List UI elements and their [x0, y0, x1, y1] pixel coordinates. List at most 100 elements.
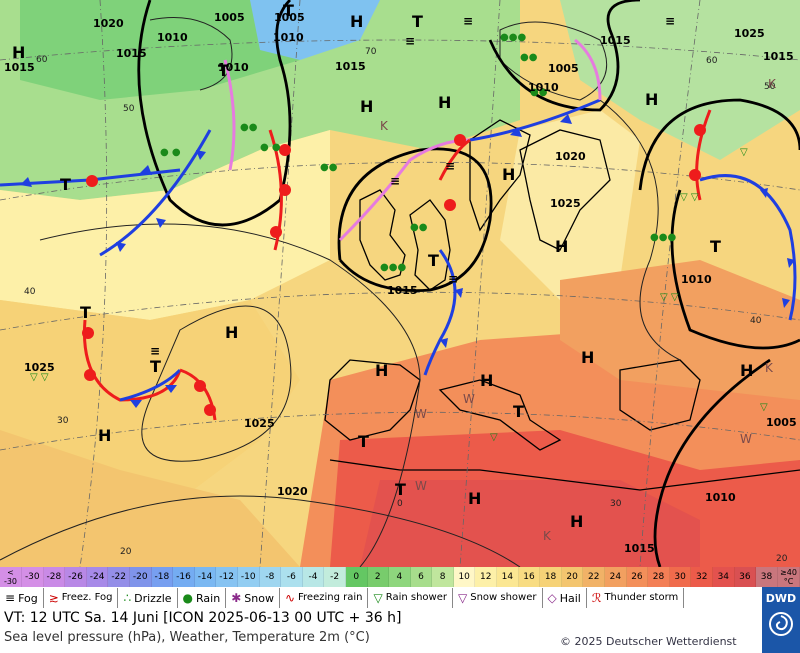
legend-label: Snow shower — [470, 592, 537, 603]
pressure-label: 1005 — [548, 62, 579, 75]
legend-item: ≳ Freez. Fog — [44, 588, 119, 608]
scale-cells: -30 -28 -26 -24 -22 -20 -18 -16 -14 -12 -10 -8 -6 -4-… — [22, 567, 778, 587]
svg-text:50: 50 — [123, 104, 135, 114]
scale-cell: 36 — [734, 567, 757, 587]
pressure-label: 1020 — [277, 485, 308, 498]
legend-item: ∴ Drizzle — [118, 588, 178, 608]
valid-time: VT: 12 UTC Sa. 14 Juni [ICON 2025-06-13 … — [4, 610, 402, 626]
weather-letters: W W W W K K K K — [380, 77, 777, 543]
high-marker: H — [98, 426, 111, 445]
low-marker: T — [428, 251, 439, 270]
high-marker: H — [375, 361, 388, 380]
svg-text:≡: ≡ — [665, 14, 675, 28]
scale-cell: -20 — [129, 567, 152, 587]
high-marker: H — [468, 489, 481, 508]
svg-text:≡: ≡ — [463, 14, 473, 28]
legend-item: ✱ Snow — [226, 588, 280, 608]
scale-cell: 0 — [345, 567, 368, 587]
pressure-labels: 1020 1005 1005 1010 1010 1015 1015 1010 … — [4, 11, 797, 555]
svg-text:≡: ≡ — [150, 344, 160, 358]
scale-cell: 24 — [605, 567, 627, 587]
legend-item: ≡ Fog — [0, 588, 44, 608]
scale-cell: 30 — [669, 567, 692, 587]
pressure-label: 1010 — [157, 31, 188, 44]
svg-text:60: 60 — [706, 56, 718, 66]
pressure-label: 1005 — [766, 416, 797, 429]
scale-cell: 22 — [583, 567, 606, 587]
pressure-label: 1010 — [218, 61, 249, 74]
high-marker: H — [555, 237, 568, 256]
svg-text:20: 20 — [120, 547, 132, 557]
legend-item: ● Rain — [178, 588, 227, 608]
high-marker: H — [480, 371, 493, 390]
scale-cell: 16 — [518, 567, 541, 587]
scale-cell: 38 — [756, 567, 778, 587]
high-marker: H — [360, 97, 373, 116]
scale-cell: 12 — [475, 567, 498, 587]
svg-text:● ●: ● ● — [260, 142, 281, 153]
scale-cell: -10 — [237, 567, 260, 587]
scale-cell: -22 — [108, 567, 130, 587]
svg-text:40: 40 — [24, 287, 36, 297]
low-marker: T — [358, 432, 369, 451]
pressure-label: 1010 — [705, 491, 736, 504]
legend-symbol-icon: ▽ — [373, 591, 383, 605]
svg-text:▽: ▽ — [490, 432, 498, 443]
pressure-label: 1015 — [387, 284, 418, 297]
scale-cell: -14 — [194, 567, 217, 587]
legend-symbol-icon: ▽ — [457, 591, 468, 605]
pressure-label: 1020 — [555, 150, 586, 163]
pressure-label: 1015 — [116, 47, 147, 60]
svg-text:●●: ●● — [530, 87, 548, 98]
legend-symbol-icon: ✱ — [231, 591, 242, 605]
pressure-label: 1015 — [4, 61, 35, 74]
low-marker: T — [395, 480, 406, 499]
legend-label: Rain — [196, 591, 221, 605]
svg-text:W: W — [740, 432, 752, 446]
high-marker: H — [350, 12, 363, 31]
svg-text:●●●: ●●● — [650, 232, 676, 243]
pressure-label: 1025 — [24, 361, 55, 374]
low-marker: T — [710, 237, 721, 256]
legend-item: ◇ Hail — [543, 588, 587, 608]
svg-text:60: 60 — [36, 55, 48, 65]
legend-item: ▽ Snow shower — [453, 588, 543, 608]
svg-text:▽ ▽: ▽ ▽ — [660, 292, 679, 303]
scale-cell: 10 — [453, 567, 476, 587]
high-marker: H — [438, 93, 451, 112]
scale-cell: -8 — [259, 567, 282, 587]
pressure-label: 1005 — [274, 11, 305, 24]
svg-text:30: 30 — [57, 416, 69, 426]
scale-cell: 26 — [626, 567, 649, 587]
copyright: © 2025 Deutscher Wetterdienst — [560, 635, 737, 648]
svg-text:≡: ≡ — [448, 272, 458, 286]
scale-cell: 4 — [389, 567, 411, 587]
scale-cell: -4 — [302, 567, 325, 587]
map-canvas: ●●● ●● ● ●●●●●●● ●●●●●●● ●●●▽ ▽▽ ▽ ▽ ▽▽▽… — [0, 0, 800, 567]
legend-label: Fog — [18, 591, 38, 605]
svg-text:●●●: ●●● — [380, 262, 406, 273]
svg-text:●●: ●● — [520, 52, 538, 63]
svg-text:W: W — [415, 479, 427, 493]
scale-cell: 28 — [648, 567, 670, 587]
svg-text:▽: ▽ — [740, 147, 748, 158]
svg-text:●●: ●● — [410, 222, 428, 233]
svg-text:K: K — [380, 119, 389, 133]
pressure-label: 1025 — [550, 197, 581, 210]
pressure-label: 1005 — [214, 11, 245, 24]
low-pressure-markers: T T T T T T T T T T T — [60, 1, 721, 499]
svg-text:●●: ●● — [320, 162, 338, 173]
scale-cell: -2 — [324, 567, 346, 587]
scale-cell: -28 — [43, 567, 66, 587]
svg-text:▽ ▽: ▽ ▽ — [680, 192, 699, 203]
low-marker: T — [218, 61, 229, 80]
low-marker: T — [283, 1, 294, 20]
high-pressure-markers: H H H H H H H H H H H H H H H — [12, 12, 753, 531]
legend-label: Snow — [244, 591, 274, 605]
pressure-label: 1015 — [763, 50, 794, 63]
high-marker: H — [740, 361, 753, 380]
svg-text:40: 40 — [750, 316, 762, 326]
legend-item: ▽ Rain shower — [368, 588, 453, 608]
svg-text:≡: ≡ — [445, 159, 455, 173]
legend-symbol-icon: ● — [182, 591, 194, 605]
